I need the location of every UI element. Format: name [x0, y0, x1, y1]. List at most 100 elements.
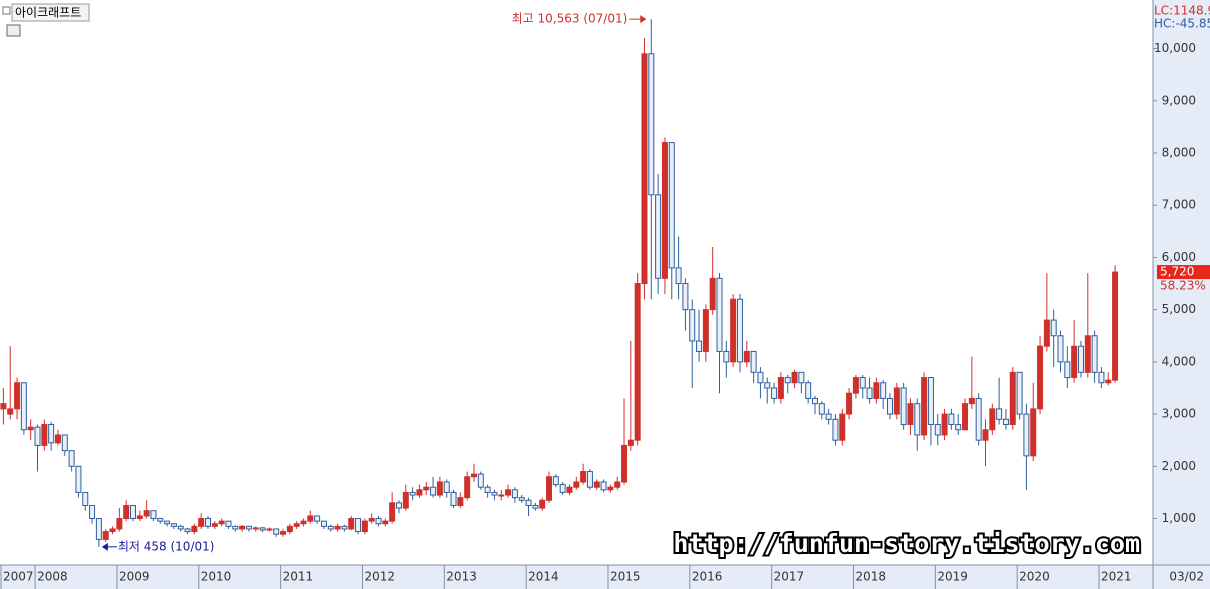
- candle-body: [423, 486, 430, 491]
- candle-body: [539, 499, 546, 509]
- x-tick-label: 2014: [528, 570, 559, 584]
- candle-body: [198, 518, 205, 527]
- candle-body: [368, 518, 375, 522]
- candle-body: [477, 473, 484, 488]
- y-axis-panel: [1153, 0, 1210, 589]
- menu-icon[interactable]: [2, 6, 11, 15]
- candle-body: [914, 403, 921, 436]
- candle-body: [1091, 335, 1098, 373]
- info-line: HC:-45.85: [1154, 17, 1210, 31]
- candle-body: [361, 520, 368, 533]
- y-tick-label: 8,000: [1162, 145, 1196, 159]
- candle-body: [245, 525, 252, 530]
- candle-body: [1112, 271, 1119, 381]
- candle-body: [736, 298, 743, 363]
- candle-body: [566, 486, 573, 493]
- candle-body: [532, 504, 539, 509]
- candle-body: [580, 471, 587, 483]
- candle-body: [975, 397, 982, 441]
- candle-body: [280, 531, 287, 535]
- candle-body: [1064, 361, 1071, 379]
- candle-body: [873, 382, 880, 399]
- candle-body: [1009, 371, 1016, 426]
- candle-body: [634, 283, 641, 441]
- candle-body: [982, 429, 989, 441]
- candle-body: [709, 277, 716, 311]
- table-icon[interactable]: [6, 24, 21, 37]
- candle-body: [552, 476, 559, 486]
- candle-body: [409, 491, 416, 496]
- candle-body: [1002, 418, 1009, 426]
- x-tick-label: 2021: [1101, 570, 1132, 584]
- candle-body: [518, 497, 525, 501]
- candle-body: [627, 439, 634, 446]
- candle-body: [1098, 371, 1105, 384]
- candle-body: [436, 481, 443, 496]
- candle-body: [818, 403, 825, 415]
- candle-body: [1037, 345, 1044, 410]
- candle-body: [484, 486, 491, 493]
- candle-body: [511, 489, 518, 499]
- y-tick-label: 6,000: [1162, 250, 1196, 264]
- candle-body: [832, 418, 839, 441]
- candle-body: [750, 350, 757, 373]
- x-tick-label: 2008: [37, 570, 68, 584]
- last-price-box: [1157, 265, 1210, 280]
- candle-body: [941, 413, 948, 436]
- candle-body: [743, 350, 750, 363]
- candle-body: [389, 502, 396, 522]
- candle-body: [777, 377, 784, 399]
- annotation-high: 최고 10,563 (07/01): [512, 12, 628, 26]
- candle-body: [75, 465, 82, 493]
- x-tick-label: 2009: [119, 570, 150, 584]
- candle-body: [668, 142, 675, 269]
- candle-body: [320, 520, 327, 527]
- x-tick-label: 2020: [1019, 570, 1050, 584]
- candle-body: [293, 523, 300, 527]
- candle-body: [252, 527, 259, 530]
- candle-body: [996, 408, 1003, 420]
- candle-body: [164, 520, 171, 525]
- title-box: [11, 3, 90, 22]
- candle-body: [123, 504, 130, 520]
- candle-body: [900, 387, 907, 426]
- x-tick-label: 2016: [692, 570, 723, 584]
- candle-body: [764, 382, 771, 389]
- info-line: LC:1148.97: [1154, 4, 1210, 18]
- candle-body: [811, 397, 818, 405]
- candle-body: [129, 504, 136, 520]
- candle-body: [225, 520, 232, 527]
- candle-body: [0, 403, 7, 410]
- candle-body: [546, 476, 553, 501]
- candle-body: [784, 377, 791, 384]
- candle-body: [382, 520, 389, 525]
- candle-body: [702, 309, 709, 352]
- candle-body: [1084, 335, 1091, 373]
- candle-body: [273, 528, 280, 535]
- y-tick-label: 5,000: [1162, 302, 1196, 316]
- candle-body: [866, 387, 873, 399]
- candle-body: [696, 340, 703, 352]
- last-price-label: 5,720: [1160, 265, 1194, 279]
- candle-body: [450, 491, 457, 506]
- candle-body: [14, 382, 21, 410]
- candle-body: [1077, 345, 1084, 373]
- candle-body: [1043, 319, 1050, 347]
- y-tick-label: 1,000: [1162, 511, 1196, 525]
- candle-body: [927, 377, 934, 426]
- candle-body: [7, 408, 14, 415]
- x-tick-label: 2012: [364, 570, 395, 584]
- candle-body: [880, 382, 887, 399]
- candle-body: [955, 424, 962, 431]
- plot-area: [0, 0, 1153, 565]
- candle-body: [968, 397, 975, 405]
- candle-body: [716, 277, 723, 352]
- candle-body: [395, 502, 402, 509]
- annotation-low: 최저 458 (10/01): [118, 539, 215, 553]
- candle-body: [948, 413, 955, 426]
- x-tick-label: 2017: [774, 570, 805, 584]
- candle-body: [661, 142, 668, 279]
- x-tick-label: 2010: [201, 570, 232, 584]
- annotation-arrowhead: [640, 15, 647, 24]
- candle-body: [41, 424, 48, 446]
